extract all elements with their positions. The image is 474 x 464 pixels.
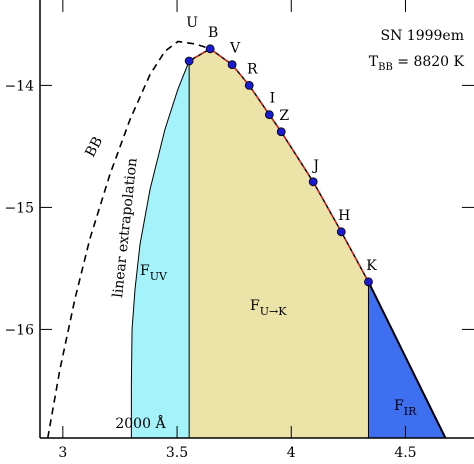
band-label: I bbox=[270, 91, 276, 107]
band-label: H bbox=[338, 208, 350, 224]
chart-subtitle: TBB = 8820 K bbox=[369, 54, 465, 73]
photometry-point bbox=[205, 44, 215, 54]
y-tick-label: −14 bbox=[4, 78, 34, 94]
photometry-point bbox=[244, 81, 254, 90]
uv-region bbox=[131, 61, 190, 439]
region-label-main: F bbox=[140, 263, 150, 279]
band-label: U bbox=[186, 15, 198, 31]
band-label: R bbox=[247, 61, 258, 77]
band-label: B bbox=[208, 25, 218, 41]
ir-edge bbox=[367, 281, 447, 439]
region-label-sub: UV bbox=[150, 270, 168, 283]
photometry-point bbox=[184, 56, 194, 66]
region-label-sub: IR bbox=[404, 405, 417, 418]
region-label: FIR bbox=[394, 398, 417, 418]
x-tick-label: 4 bbox=[287, 445, 296, 460]
x-tick-label: 4.5 bbox=[394, 445, 416, 460]
photometry-point bbox=[364, 277, 373, 287]
region-label-sub: U→K bbox=[260, 305, 287, 318]
photometry-point bbox=[308, 177, 318, 187]
uv-curve bbox=[130, 60, 190, 385]
band-label: V bbox=[229, 41, 241, 57]
photometry-point bbox=[336, 227, 346, 237]
bb-label: BB bbox=[82, 134, 106, 160]
region-label: FU→K bbox=[250, 298, 287, 318]
band-label: K bbox=[366, 258, 377, 274]
optical-region bbox=[189, 48, 369, 439]
y-tick-label: −15 bbox=[4, 200, 34, 216]
photometry-point bbox=[227, 60, 237, 70]
band-label: Z bbox=[279, 108, 289, 124]
subtitle-rest: = 8820 K bbox=[393, 54, 465, 70]
bb-curve bbox=[46, 40, 211, 439]
photometry-point bbox=[264, 110, 274, 120]
chart-title: SN 1999em bbox=[381, 28, 464, 44]
region-label-main: F bbox=[250, 298, 260, 314]
x-tick-label: 3.5 bbox=[166, 445, 188, 460]
subtitle-sub: BB bbox=[378, 62, 393, 73]
photometry-point bbox=[276, 127, 286, 137]
band-label: J bbox=[311, 158, 319, 174]
subtitle-main: T bbox=[369, 54, 379, 70]
y-tick-label: −16 bbox=[4, 322, 34, 338]
region-label-main: F bbox=[394, 398, 404, 414]
region-label: FUV bbox=[140, 263, 168, 283]
cutoff-label: 2000 Å bbox=[115, 414, 166, 432]
x-tick-label: 3 bbox=[58, 445, 67, 460]
